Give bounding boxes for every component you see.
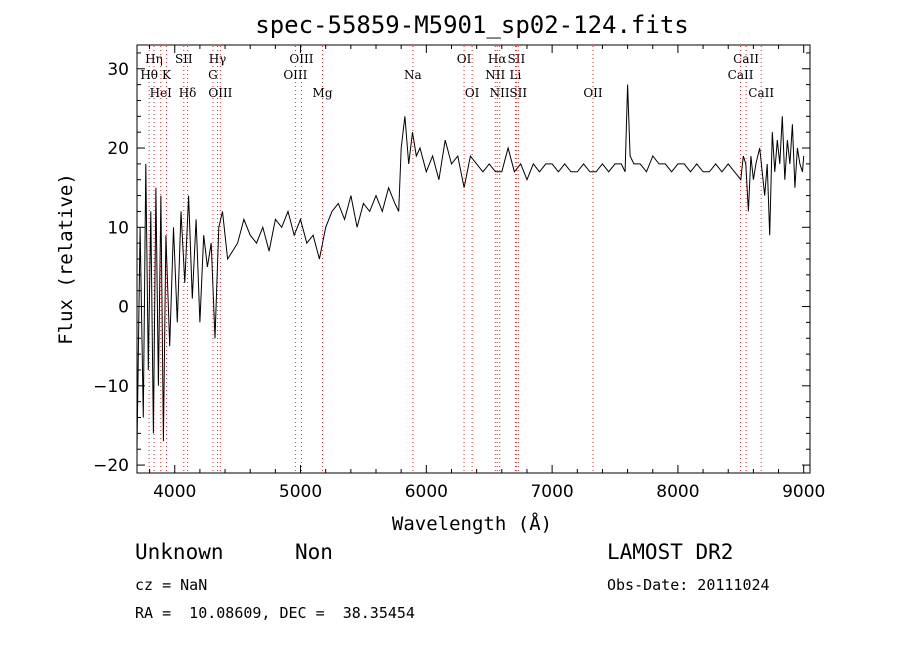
- chart-title: spec-55859-M5901_sp02-124.fits: [255, 11, 688, 39]
- line-marker-label: Hγ: [209, 52, 227, 66]
- axes: 4000 5000 6000 7000 8000 9000 −20 −10 0 10 20 30: [93, 45, 825, 502]
- line-marker-label: SII: [509, 86, 527, 100]
- line-marker-label: Mg: [313, 86, 333, 100]
- line-markers: Hη Hθ K HeI SII Hδ Hγ G OIII OIII OIII Mg Na OI OI Hα NI…: [140, 46, 774, 472]
- y-tick-label: 10: [107, 218, 129, 238]
- x-tick-label: 5000: [279, 482, 322, 502]
- obs-date: Obs-Date: 20111024: [607, 576, 770, 594]
- line-marker-label: OII: [583, 86, 603, 100]
- x-tick-label: 7000: [530, 482, 573, 502]
- line-marker-label: Li: [509, 68, 521, 82]
- line-marker-label: HeI: [150, 86, 173, 100]
- y-tick-label: −10: [93, 377, 129, 397]
- x-tick-label: 6000: [405, 482, 448, 502]
- line-marker-label: OIII: [289, 52, 313, 66]
- line-marker-label: CaII: [733, 52, 759, 66]
- survey-name: LAMOST DR2: [607, 540, 734, 564]
- line-marker-label: OIII: [208, 86, 232, 100]
- plot-frame: [136, 44, 811, 474]
- line-marker-label: CaII: [728, 68, 754, 82]
- object-class: Unknown: [135, 540, 224, 564]
- y-tick-label: −20: [93, 456, 129, 476]
- spectrum-line: [136, 84, 805, 450]
- line-marker-label: SII: [508, 52, 526, 66]
- spectrum-series: [136, 84, 805, 450]
- line-marker-label: Hη: [145, 52, 163, 66]
- y-tick-label: 20: [107, 139, 129, 159]
- x-axis-label: Wavelength (Å): [392, 512, 552, 535]
- redshift-cz: cz = NaN: [135, 576, 208, 594]
- line-marker-label: SII: [175, 52, 193, 66]
- line-marker-label: NII: [490, 86, 510, 100]
- line-marker-label: NII: [485, 68, 505, 82]
- line-marker-label: OIII: [283, 68, 307, 82]
- line-marker-label: Hα: [488, 52, 507, 66]
- x-tick-label: 4000: [153, 482, 196, 502]
- line-marker-label: CaII: [748, 86, 774, 100]
- line-marker-label: Hδ: [179, 86, 197, 100]
- x-tick-label: 9000: [782, 482, 825, 502]
- line-marker-label: G: [208, 68, 218, 82]
- object-subclass: Non: [295, 540, 333, 564]
- ra-dec: RA = 10.08609, DEC = 38.35454: [135, 604, 415, 622]
- y-axis-label: Flux (relative): [55, 173, 77, 345]
- line-marker-label: OI: [465, 86, 480, 100]
- y-tick-label: 0: [118, 298, 129, 318]
- x-tick-label: 8000: [656, 482, 699, 502]
- line-marker-label: Na: [404, 68, 422, 82]
- line-marker-label: K: [162, 68, 172, 82]
- line-marker-label: Hθ: [140, 68, 158, 82]
- y-tick-label: 30: [107, 60, 129, 80]
- line-marker-label: OI: [457, 52, 472, 66]
